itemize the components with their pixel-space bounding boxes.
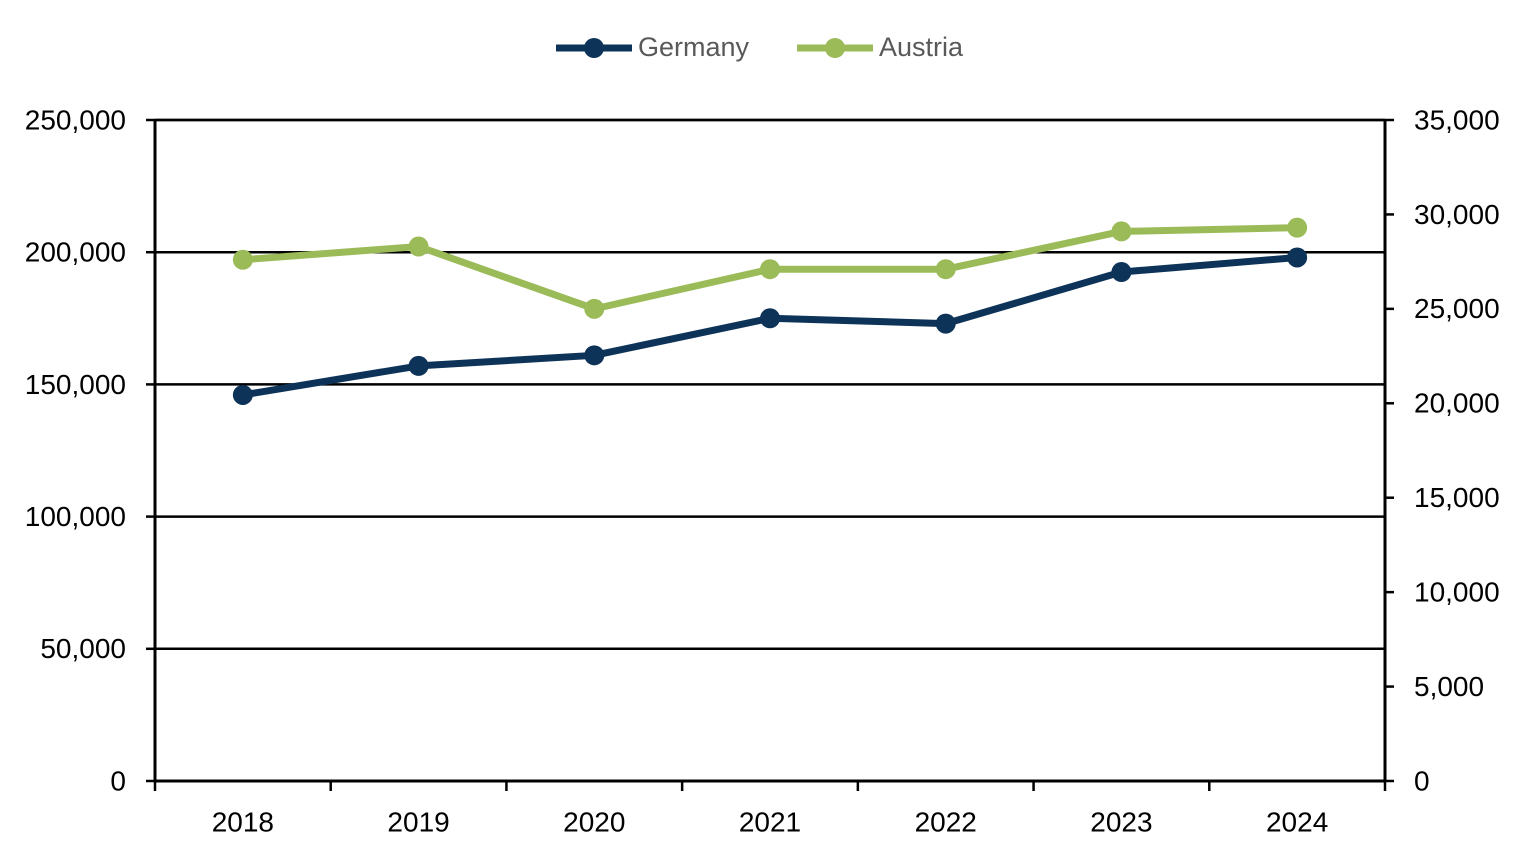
data-point	[584, 298, 605, 319]
y-tick-label: 100,000	[25, 501, 126, 532]
x-tick-label: 2021	[739, 806, 801, 837]
y-tick-label: 200,000	[25, 237, 126, 268]
data-point	[408, 236, 429, 257]
data-point	[760, 259, 780, 280]
legend-marker	[584, 38, 604, 58]
x-tick-label: 2023	[1090, 806, 1152, 837]
y-tick-label: 250,000	[25, 104, 126, 135]
legend-label: Germany	[638, 32, 750, 62]
x-tick-label: 2019	[387, 806, 449, 837]
data-point	[760, 308, 780, 329]
x-tick-label: 2018	[212, 806, 274, 837]
y2-tick-label: 10,000	[1414, 577, 1500, 608]
y2-tick-label: 20,000	[1414, 388, 1500, 419]
y2-tick-label: 5,000	[1414, 671, 1484, 702]
y-tick-label: 50,000	[40, 633, 126, 664]
y2-tick-label: 30,000	[1414, 199, 1500, 230]
legend-label: Austria	[879, 32, 964, 62]
data-point	[1287, 247, 1308, 268]
data-point	[232, 384, 253, 405]
data-point	[408, 355, 429, 376]
data-point	[1111, 262, 1132, 283]
y2-tick-label: 25,000	[1414, 293, 1500, 324]
data-point	[935, 259, 956, 280]
data-point	[1111, 221, 1132, 242]
y2-tick-label: 15,000	[1414, 482, 1500, 513]
legend-marker	[825, 38, 845, 58]
y2-tick-label: 35,000	[1414, 104, 1500, 135]
y-tick-label: 0	[110, 765, 126, 796]
x-tick-label: 2020	[563, 806, 625, 837]
data-point	[232, 249, 253, 270]
data-point	[1287, 217, 1308, 238]
x-tick-label: 2022	[915, 806, 977, 837]
y2-tick-label: 0	[1414, 765, 1430, 796]
x-tick-label: 2024	[1266, 806, 1328, 837]
data-point	[935, 313, 956, 334]
y-tick-label: 150,000	[25, 369, 126, 400]
data-point	[584, 345, 605, 366]
